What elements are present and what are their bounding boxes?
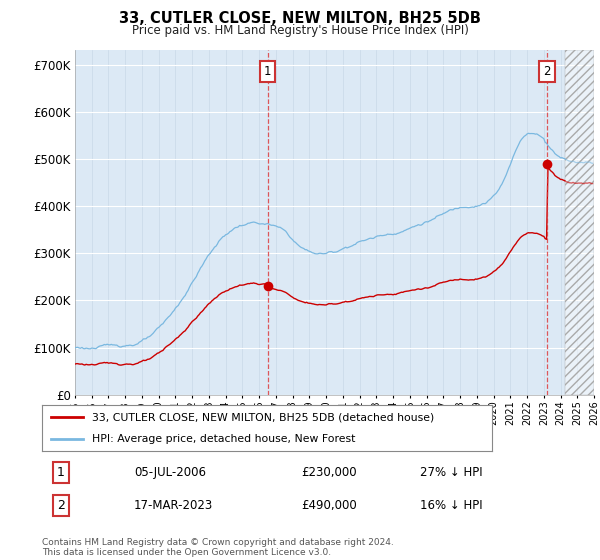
Text: 1: 1: [264, 65, 271, 78]
Text: 2: 2: [57, 498, 65, 512]
Text: 1: 1: [57, 466, 65, 479]
Text: 16% ↓ HPI: 16% ↓ HPI: [420, 498, 482, 512]
Bar: [565, 50, 594, 395]
Text: 27% ↓ HPI: 27% ↓ HPI: [420, 466, 482, 479]
Text: HPI: Average price, detached house, New Forest: HPI: Average price, detached house, New …: [92, 434, 355, 444]
Bar: [565, 50, 594, 395]
Text: Price paid vs. HM Land Registry's House Price Index (HPI): Price paid vs. HM Land Registry's House …: [131, 24, 469, 36]
Text: 2: 2: [544, 65, 551, 78]
Text: Contains HM Land Registry data © Crown copyright and database right 2024.
This d: Contains HM Land Registry data © Crown c…: [42, 538, 394, 557]
Text: £230,000: £230,000: [301, 466, 357, 479]
Text: 17-MAR-2023: 17-MAR-2023: [134, 498, 213, 512]
Text: 05-JUL-2006: 05-JUL-2006: [134, 466, 206, 479]
Text: 33, CUTLER CLOSE, NEW MILTON, BH25 5DB: 33, CUTLER CLOSE, NEW MILTON, BH25 5DB: [119, 11, 481, 26]
Text: 33, CUTLER CLOSE, NEW MILTON, BH25 5DB (detached house): 33, CUTLER CLOSE, NEW MILTON, BH25 5DB (…: [92, 412, 434, 422]
Text: £490,000: £490,000: [301, 498, 357, 512]
